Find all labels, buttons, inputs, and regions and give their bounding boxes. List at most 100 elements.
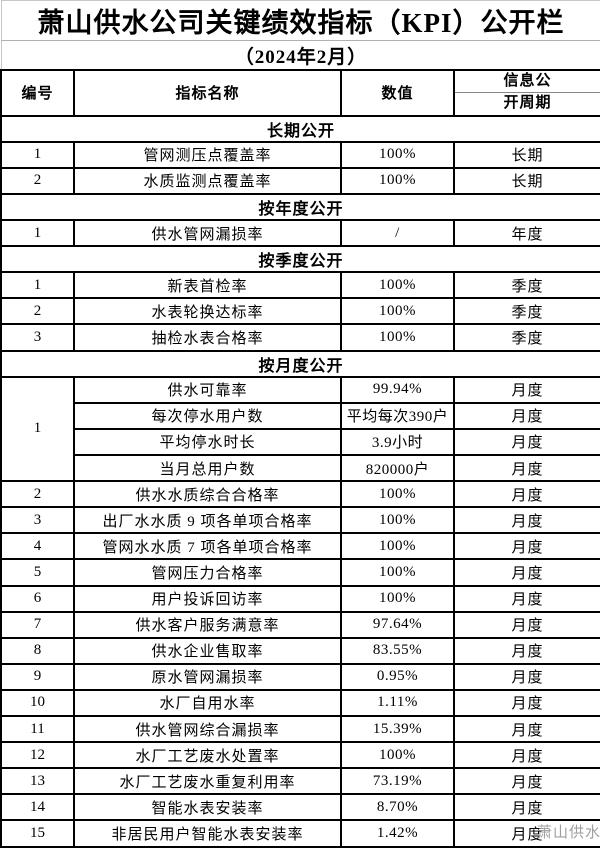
table-body: 长期公开 1 管网测压点覆盖率 100% 长期 2 水质监测点覆盖率 100% …: [0, 114, 600, 848]
period-cell: 月度: [452, 480, 600, 509]
period-cell: 月度: [452, 819, 600, 848]
indicator-value-cell: 100%: [340, 271, 455, 300]
row-number-cell: 15: [0, 819, 75, 848]
table-row: 1 管网测压点覆盖率 100% 长期: [0, 140, 600, 169]
section-row: 长期公开: [0, 114, 600, 143]
period-cell: 月度: [452, 453, 600, 483]
title-row: 萧山供水公司关键绩效指标（KPI）公开栏: [0, 0, 600, 42]
indicator-name-cell: 水质监测点覆盖率: [73, 166, 342, 195]
indicator-name-cell: 供水管网漏损率: [73, 218, 342, 248]
indicator-value-cell: 73.19%: [340, 767, 455, 796]
section-row: 按年度公开: [0, 192, 600, 221]
period-cell: 月度: [452, 401, 600, 430]
table-row: 每次停水用户数 平均每次390户 月度: [1, 401, 600, 430]
period-cell: 月度: [452, 767, 600, 796]
period-cell: 月度: [452, 662, 600, 691]
period-cell: 月度: [452, 532, 600, 561]
indicator-name-cell: 每次停水用户数: [73, 401, 342, 430]
indicator-name-cell: 非居民用户智能水表安装率: [73, 819, 342, 848]
column-header-period: 信息公 开周期: [452, 69, 600, 117]
period-cell: 季度: [452, 271, 600, 300]
table-row: 1 新表首检率 100% 季度: [0, 271, 600, 300]
row-number-cell: 7: [0, 610, 75, 639]
indicator-value-cell: 100%: [340, 506, 455, 535]
table-row: 11 供水管网综合漏损率 15.39% 月度: [0, 715, 600, 744]
period-cell: 长期: [452, 140, 600, 169]
table-row: 14 智能水表安装率 8.70% 月度: [0, 793, 600, 822]
row-number-cell: 2: [0, 480, 75, 509]
indicator-value-cell: 100%: [340, 741, 455, 770]
period-cell: 年度: [452, 218, 600, 248]
indicator-value-cell: 平均每次390户: [340, 401, 455, 430]
page-subtitle: （2024年2月）: [0, 40, 600, 71]
table-row: 8 供水企业售取率 83.55% 月度: [0, 636, 600, 665]
indicator-value-cell: 99.94%: [340, 375, 455, 404]
row-number-cell: 5: [0, 558, 75, 587]
indicator-value-cell: 100%: [340, 323, 455, 352]
section-title: 按季度公开: [0, 245, 600, 274]
indicator-name-cell: 供水企业售取率: [73, 636, 342, 665]
period-cell: 月度: [452, 506, 600, 535]
column-header-name: 指标名称: [73, 69, 342, 117]
period-cell: 月度: [452, 688, 600, 718]
row-number-cell: 13: [0, 767, 75, 796]
column-header-no: 编号: [0, 69, 75, 117]
indicator-name-cell: 抽检水表合格率: [73, 323, 342, 352]
indicator-value-cell: 83.55%: [340, 636, 455, 665]
table-row: 1 供水可靠率 99.94% 月度: [0, 375, 600, 483]
row-number-cell: 9: [0, 662, 75, 691]
indicator-name-cell: 供水客户服务满意率: [73, 610, 342, 639]
period-cell: 季度: [452, 323, 600, 352]
column-header-row: 编号 指标名称 数值 信息公 开周期: [0, 69, 600, 117]
period-cell: 月度: [452, 558, 600, 587]
indicator-name-cell: 出厂水水质 9 项各单项合格率: [73, 506, 342, 535]
indicator-value-cell: 8.70%: [340, 793, 455, 822]
period-cell: 月度: [452, 584, 600, 613]
table-row: 13 水厂工艺废水重复利用率 73.19% 月度: [0, 767, 600, 796]
table-row: 2 水表轮换达标率 100% 季度: [0, 297, 600, 326]
section-title: 按年度公开: [0, 192, 600, 221]
page-title: 萧山供水公司关键绩效指标（KPI）公开栏: [0, 0, 600, 42]
row-number-cell: 11: [0, 715, 75, 744]
table-row: 6 用户投诉回访率 100% 月度: [0, 584, 600, 613]
period-cell: 季度: [452, 297, 600, 326]
row-number-cell: 4: [0, 532, 75, 561]
row-number-cell: 8: [0, 636, 75, 665]
table-row: 5 管网压力合格率 100% 月度: [0, 558, 600, 587]
indicator-name-cell: 管网测压点覆盖率: [73, 140, 342, 169]
row-number-cell: 1: [0, 271, 75, 300]
row-number-cell: 2: [0, 297, 75, 326]
section-row: 按月度公开: [0, 349, 600, 378]
row-number-cell: 1: [0, 140, 75, 169]
indicator-name-cell: 当月总用户数: [73, 453, 342, 483]
table-row: 9 原水管网漏损率 0.95% 月度: [0, 662, 600, 691]
section-row: 按季度公开: [0, 245, 600, 274]
table-row: 2 水质监测点覆盖率 100% 长期: [0, 166, 600, 195]
row-number-cell: 1: [0, 218, 75, 248]
indicator-value-cell: 1.11%: [340, 688, 455, 718]
period-cell: 月度: [452, 375, 600, 404]
period-header-line2: 开周期: [503, 95, 552, 112]
table-row: 7 供水客户服务满意率 97.64% 月度: [0, 610, 600, 639]
indicator-name-cell: 平均停水时长: [73, 427, 342, 456]
table-row: 3 出厂水水质 9 项各单项合格率 100% 月度: [0, 506, 600, 535]
table-row: 12 水厂工艺废水处置率 100% 月度: [0, 741, 600, 770]
table-row: 15 非居民用户智能水表安装率 1.42% 月度: [0, 819, 600, 848]
section-title: 按月度公开: [0, 349, 600, 378]
table-row: 2 供水水质综合合格率 100% 月度: [0, 480, 600, 509]
indicator-name-cell: 管网压力合格率: [73, 558, 342, 587]
table-head-rows: 萧山供水公司关键绩效指标（KPI）公开栏 （2024年2月） 编号 指标名称 数…: [0, 0, 600, 117]
table-row: 1 供水管网漏损率 / 年度: [0, 218, 600, 248]
table-row: 4 管网水水质 7 项各单项合格率 100% 月度: [0, 532, 600, 561]
row-number-cell: 3: [0, 323, 75, 352]
indicator-value-cell: 100%: [340, 140, 455, 169]
indicator-name-cell: 水表轮换达标率: [73, 297, 342, 326]
row-number-cell: 2: [0, 166, 75, 195]
table-row: 3 抽检水表合格率 100% 季度: [0, 323, 600, 352]
indicator-value-cell: 100%: [340, 558, 455, 587]
row-number-cell: 3: [0, 506, 75, 535]
column-header-value: 数值: [340, 69, 455, 117]
period-cell: 月度: [452, 793, 600, 822]
